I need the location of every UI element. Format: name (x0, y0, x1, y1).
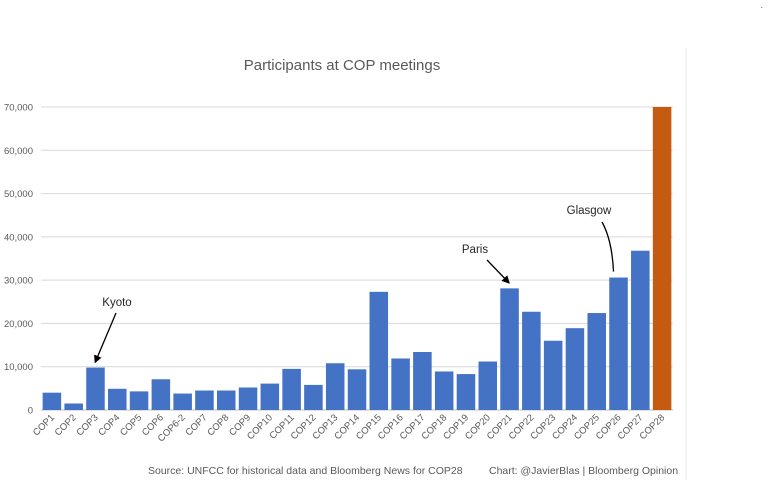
bar-cop19 (456, 374, 476, 410)
y-tick-label: 30,000 (4, 276, 33, 287)
annotation-arrow (601, 221, 615, 272)
bar-cop4 (108, 388, 127, 410)
bar-cop13 (325, 363, 345, 410)
annotation-arrow (94, 312, 117, 364)
annotation-arrow (486, 259, 510, 284)
bar-cop27 (631, 250, 650, 410)
bar-cop9 (238, 387, 258, 410)
chart-title: Participants at COP meetings (244, 57, 440, 74)
bar-cop22 (522, 311, 541, 410)
bar-cop2 (64, 403, 83, 410)
x-tick-label: COP8 (205, 412, 231, 438)
x-tick-label: COP2 (53, 412, 79, 438)
bar-cop6-2 (173, 393, 192, 410)
corner-mark: . (760, 0, 763, 10)
bar-cop15 (369, 291, 389, 410)
x-tick-label: COP7 (183, 412, 209, 438)
bar-cop7 (195, 390, 214, 410)
x-tick-label: COP5 (118, 412, 144, 438)
bar-cop5 (129, 391, 149, 410)
annotation-label: Paris (462, 244, 488, 256)
y-tick-label: 70,000 (4, 103, 33, 114)
bar-cop6 (151, 379, 171, 410)
bar-cop20 (478, 361, 498, 410)
source-note: Source: UNFCC for historical data and Bl… (148, 465, 463, 477)
bar-cop26 (609, 277, 628, 410)
bar-cop14 (347, 369, 367, 410)
y-tick-label: 10,000 (4, 362, 33, 373)
bar-cop18 (434, 371, 454, 410)
y-tick-label: 40,000 (4, 232, 33, 243)
x-tick-label: COP3 (75, 412, 101, 438)
x-tick-label: COP4 (96, 412, 122, 438)
bar-cop25 (587, 313, 606, 410)
y-tick-label: 20,000 (4, 319, 33, 330)
x-tick-label: COP1 (31, 412, 57, 438)
bar-cop12 (304, 384, 323, 410)
x-axis-ticks: COP1COP2COP3COP4COP5COP6COP6-2COP7COP8CO… (31, 412, 667, 444)
bar-cop8 (216, 390, 236, 410)
bar-cop10 (260, 383, 280, 410)
annotation-label: Kyoto (102, 297, 131, 309)
credit-note: Chart: @JavierBlas | Bloomberg Opinion (489, 465, 678, 477)
bar-cop28 (652, 107, 672, 410)
y-tick-label: 60,000 (4, 146, 33, 157)
y-axis-ticks: 0 10,000 20,000 30,000 40,000 50,000 60,000 70,… (4, 103, 33, 417)
bar-cop21 (500, 288, 519, 410)
bar-cop17 (413, 351, 432, 410)
bar-cop24 (565, 328, 585, 410)
bar-cop23 (543, 340, 563, 410)
bar-cop16 (391, 358, 410, 410)
y-tick-label: 0 (28, 406, 33, 417)
bar-cop11 (282, 368, 301, 410)
y-tick-label: 50,000 (4, 189, 33, 200)
annotation-label: Glasgow (567, 205, 612, 217)
annotations: Kyoto Paris Glasgow (94, 205, 615, 364)
bars (42, 107, 672, 410)
bar-cop1 (42, 392, 62, 410)
bar-cop3 (86, 367, 105, 410)
